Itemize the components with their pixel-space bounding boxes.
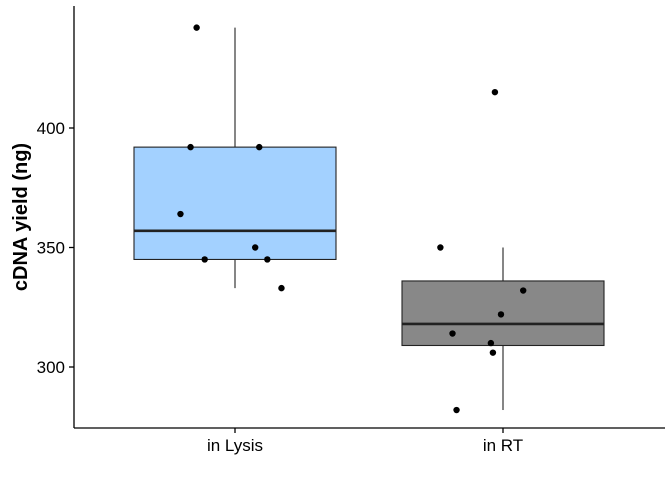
- data-point-in-rt: [489, 349, 497, 356]
- data-point-in-rt: [487, 339, 495, 347]
- data-point-in-lysis: [252, 244, 259, 251]
- data-point-in-rt: [491, 88, 499, 96]
- data-point-in-lysis: [177, 210, 184, 218]
- y-tick-label: 300: [37, 358, 65, 377]
- data-point-in-rt: [437, 244, 444, 251]
- data-point-in-lysis: [256, 143, 263, 151]
- data-point-in-lysis: [278, 284, 285, 292]
- data-point-in-rt: [453, 406, 460, 414]
- data-point-in-rt: [520, 287, 527, 294]
- y-tick-label: 400: [37, 119, 65, 138]
- y-tick-label: 350: [37, 239, 65, 258]
- plot-area: [133, 24, 605, 414]
- x-tick-label: in RT: [483, 436, 523, 455]
- x-tick-label: in Lysis: [207, 436, 263, 455]
- box-in-lysis: [133, 146, 337, 260]
- y-axis-title: cDNA yield (ng): [10, 143, 32, 291]
- data-point-in-lysis: [264, 256, 271, 263]
- data-point-in-rt: [497, 311, 505, 318]
- data-point-in-lysis: [187, 143, 194, 151]
- axis-ticks: 300 350 400 in Lysis in RT: [37, 119, 524, 455]
- data-point-in-lysis: [193, 24, 200, 31]
- data-point-in-rt: [449, 330, 456, 337]
- data-point-in-lysis: [201, 256, 208, 263]
